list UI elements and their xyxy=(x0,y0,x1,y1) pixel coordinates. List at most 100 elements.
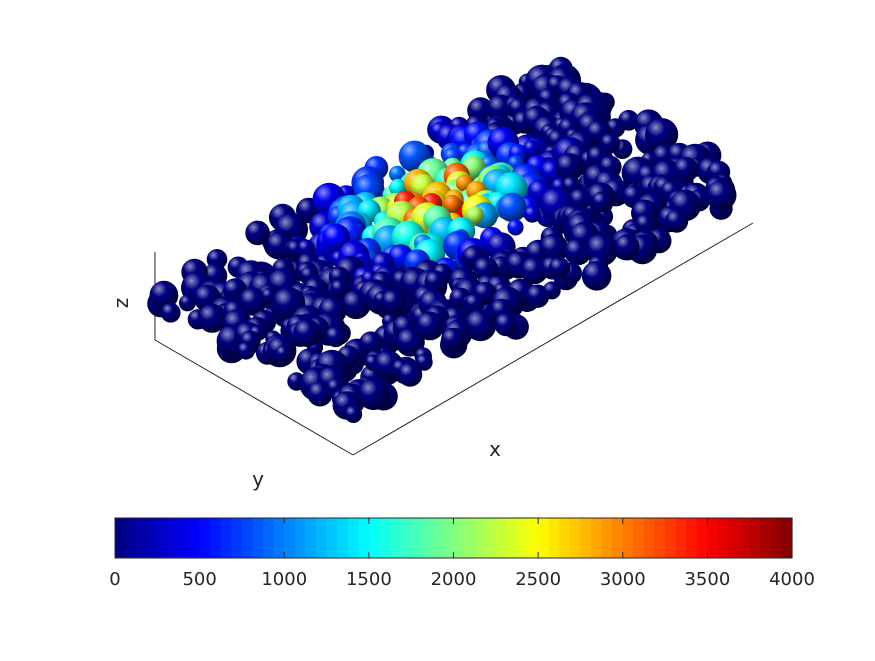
colorbar-tick-label: 500 xyxy=(182,569,216,590)
sphere xyxy=(381,289,407,315)
colorbar-cell xyxy=(601,518,613,558)
sphere xyxy=(494,312,519,337)
colorbar-cell xyxy=(495,518,507,558)
sphere xyxy=(197,303,227,333)
sphere xyxy=(275,345,292,362)
colorbar-tick-label: 0 xyxy=(109,569,120,590)
colorbar-cell xyxy=(538,518,550,558)
colorbar-cell xyxy=(654,518,666,558)
sphere xyxy=(466,206,484,225)
colorbar-cell xyxy=(252,518,264,558)
colorbar-cell xyxy=(506,518,518,558)
colorbar-cell xyxy=(464,518,476,558)
colorbar-cell xyxy=(442,518,455,558)
sphere xyxy=(359,331,383,355)
colorbar-cell xyxy=(622,518,634,558)
colorbar-cell xyxy=(136,518,148,558)
sphere xyxy=(523,205,541,223)
sphere-cloud xyxy=(147,56,737,424)
colorbar-cell xyxy=(125,518,137,558)
z-axis-label: z xyxy=(109,298,133,309)
sphere xyxy=(160,302,181,323)
colorbar-cell xyxy=(368,518,381,558)
colorbar-cell xyxy=(210,518,222,558)
sphere xyxy=(357,378,390,411)
sphere xyxy=(464,293,485,314)
colorbar-tick-label: 1500 xyxy=(346,569,392,590)
sphere xyxy=(523,140,540,157)
sphere xyxy=(293,319,322,347)
colorbar-cell xyxy=(432,518,444,558)
sphere xyxy=(673,156,699,183)
colorbar-cell xyxy=(770,518,783,558)
colorbar-cell xyxy=(231,518,243,558)
colorbar-tick-label: 1000 xyxy=(261,569,307,590)
colorbar-cell xyxy=(728,518,740,558)
y-axis-label: y xyxy=(252,467,264,491)
sphere xyxy=(325,326,347,348)
sphere xyxy=(415,353,433,371)
colorbar-cell xyxy=(591,518,603,558)
colorbar-gradient xyxy=(115,518,793,558)
sphere xyxy=(441,327,465,352)
sphere xyxy=(635,214,657,235)
y-axis-line xyxy=(154,339,354,456)
colorbar-cell xyxy=(337,518,349,558)
sphere xyxy=(297,239,315,258)
colorbar: 0 500 1000 1500 2000 2500 3000 3500 4000 xyxy=(109,517,815,590)
colorbar-cell xyxy=(781,518,793,558)
colorbar-cell xyxy=(157,518,169,558)
sphere xyxy=(507,219,524,236)
colorbar-tick-label: 2500 xyxy=(515,569,561,590)
sphere xyxy=(149,280,179,310)
sphere xyxy=(464,309,497,342)
colorbar-cell xyxy=(379,518,391,558)
colorbar-cell xyxy=(717,518,730,558)
colorbar-cell xyxy=(284,518,296,558)
sphere xyxy=(415,311,445,341)
colorbar-cell xyxy=(347,518,359,558)
colorbar-cell xyxy=(643,518,656,558)
colorbar-cell xyxy=(760,518,772,558)
colorbar-cell xyxy=(411,518,423,558)
sphere xyxy=(548,257,571,279)
colorbar-cell xyxy=(739,518,751,558)
sphere xyxy=(645,118,679,152)
colorbar-cell xyxy=(516,518,529,558)
colorbar-cell xyxy=(633,518,645,558)
colorbar-cell xyxy=(696,518,708,558)
colorbar-cell xyxy=(453,518,465,558)
colorbar-cell xyxy=(749,518,761,558)
colorbar-cell xyxy=(421,518,433,558)
colorbar-cell xyxy=(612,518,624,558)
sphere xyxy=(591,191,613,213)
sphere xyxy=(665,209,689,233)
sphere xyxy=(330,279,349,298)
colorbar-cell xyxy=(358,518,370,558)
colorbar-cell xyxy=(707,518,719,558)
colorbar-tick-label: 3500 xyxy=(684,569,730,590)
sphere xyxy=(520,256,548,285)
colorbar-tick-label: 4000 xyxy=(769,569,815,590)
colorbar-cell xyxy=(220,518,232,558)
sphere xyxy=(344,405,363,424)
colorbar-cell xyxy=(675,518,687,558)
sphere xyxy=(307,381,333,407)
colorbar-cell xyxy=(485,518,497,558)
sphere xyxy=(497,192,527,222)
colorbar-cell xyxy=(665,518,677,558)
colorbar-cell xyxy=(580,518,592,558)
colorbar-cell xyxy=(167,518,180,558)
colorbar-cell xyxy=(548,518,560,558)
colorbar-cell xyxy=(474,518,486,558)
colorbar-cell xyxy=(305,518,317,558)
colorbar-cell xyxy=(569,518,582,558)
colorbar-cell xyxy=(263,518,275,558)
colorbar-tick-label: 3000 xyxy=(600,569,646,590)
sphere xyxy=(237,341,255,360)
sphere xyxy=(542,281,561,300)
colorbar-cell xyxy=(400,518,412,558)
sphere xyxy=(245,220,270,246)
